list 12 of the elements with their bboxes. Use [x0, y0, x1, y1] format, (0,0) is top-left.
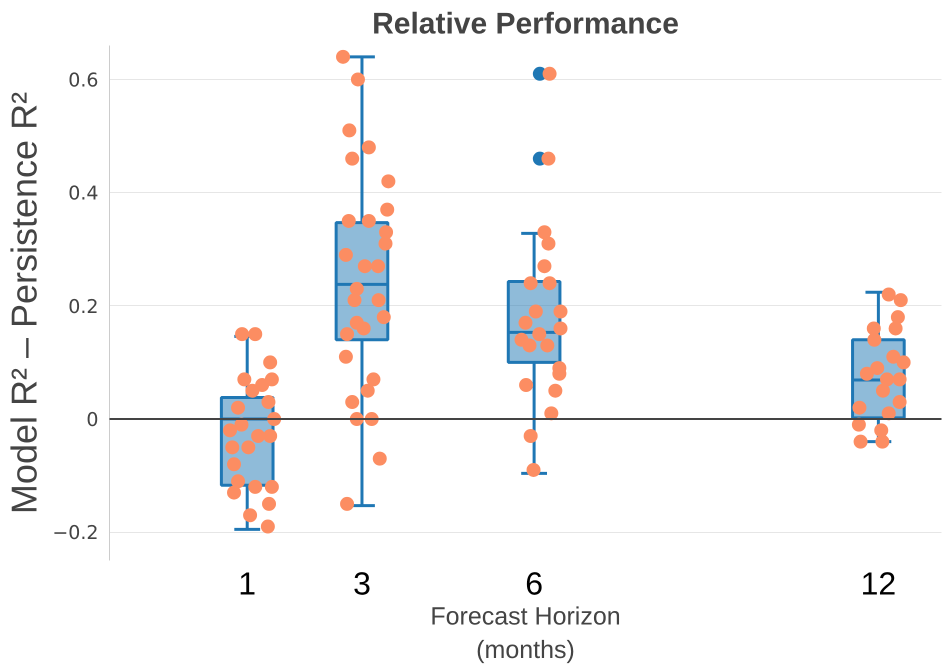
x-axis-title: Forecast Horizon (months) [430, 602, 621, 664]
y-tick-label: −0.2 [52, 522, 99, 544]
y-tick-label: 0 [86, 409, 99, 432]
y-axis-title: Model R² – Persistence R² [3, 92, 44, 514]
x-tick-label: 1 [238, 566, 256, 602]
y-tick-label: 0.4 [68, 182, 98, 205]
x-tick-label: 3 [353, 566, 371, 602]
y-tick-label: 0.2 [68, 296, 98, 318]
y-tick-label: 0.6 [68, 69, 98, 92]
chart-title: Relative Performance [372, 8, 679, 40]
x-tick-label: 6 [525, 566, 544, 602]
x-tick-label: 12 [860, 566, 896, 602]
